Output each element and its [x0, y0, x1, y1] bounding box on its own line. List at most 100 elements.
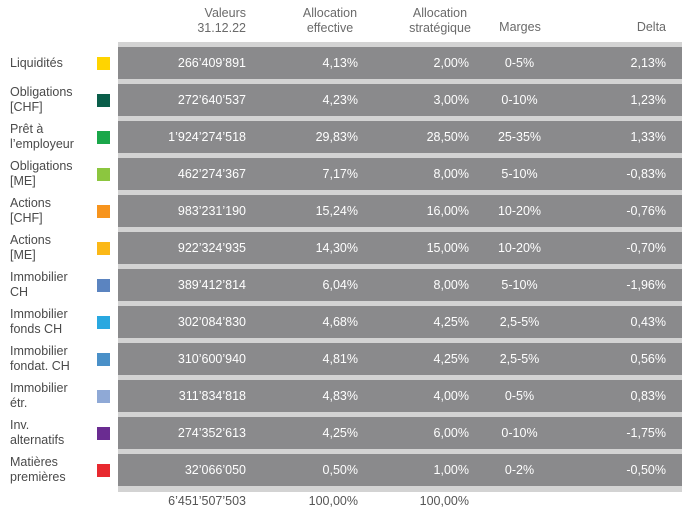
asset-class-label-line: Obligations — [10, 159, 73, 173]
value-cell: 983’231’190 — [177, 204, 246, 218]
value-cell: 310’600’940 — [177, 352, 246, 366]
row-bar — [118, 195, 682, 227]
table-row: Immobilier fondat. CH 310’600’940 4,81% 4,25… — [0, 343, 700, 375]
asset-class-label: Prêt à l’employeur — [10, 121, 100, 153]
margins-cell: 2,5-5% — [499, 352, 540, 366]
strategic-cell: 6,00% — [433, 426, 469, 440]
header-strategic-line1: Allocation — [412, 6, 468, 20]
strategic-cell: 3,00% — [433, 93, 469, 107]
table-row: Actions [ME] 922’324’935 14,30% 15,00% 10-20%… — [0, 232, 700, 264]
effective-cell: 4,81% — [322, 352, 358, 366]
row-bar — [118, 380, 682, 412]
table-row: Liquidités 266’409’891 4,13% 2,00% 0-5% 2,13% — [0, 47, 700, 79]
strategic-cell: 28,50% — [426, 130, 469, 144]
margins-cell: 5-10% — [501, 167, 538, 181]
margins-cell: 10-20% — [497, 204, 542, 218]
asset-class-label: Immobilier fondat. CH — [10, 343, 100, 375]
effective-cell: 7,17% — [322, 167, 358, 181]
asset-class-label-line: l’employeur — [10, 137, 74, 151]
value-cell: 311’834’818 — [178, 389, 246, 403]
header-values-line2: 31.12.22 — [197, 21, 246, 35]
asset-class-label: Immobilier fonds CH — [10, 306, 100, 338]
asset-class-label-line: Inv. — [10, 418, 30, 432]
margins-cell: 25-35% — [497, 130, 542, 144]
table-row: Obligations [CHF] 272’640’537 4,23% 3,00% 0-1… — [0, 84, 700, 116]
row-bar — [118, 232, 682, 264]
strategic-cell: 8,00% — [433, 167, 469, 181]
color-swatch — [97, 242, 110, 255]
value-cell: 302’084’830 — [177, 315, 246, 329]
strategic-cell: 4,25% — [433, 315, 469, 329]
asset-class-label-line: fonds CH — [10, 322, 63, 336]
delta-cell: 2,13% — [630, 56, 666, 70]
asset-class-label-line: Immobilier — [10, 307, 68, 321]
effective-cell: 4,13% — [322, 56, 358, 70]
asset-class-label-line: Actions — [10, 233, 51, 247]
margins-cell: 0-2% — [504, 463, 535, 477]
header-margins: Marges — [499, 20, 541, 34]
asset-class-label-line: [ME] — [10, 248, 36, 262]
effective-cell: 4,68% — [322, 315, 358, 329]
table-row: Immobilier fonds CH 302’084’830 4,68% 4,25% 2… — [0, 306, 700, 338]
strategic-cell: 4,25% — [433, 352, 469, 366]
color-swatch — [97, 94, 110, 107]
asset-class-label: Immobilier étr. — [10, 380, 100, 412]
margins-cell: 2,5-5% — [499, 315, 540, 329]
margins-cell: 0-5% — [504, 56, 535, 70]
asset-class-label-line: Obligations — [10, 85, 73, 99]
row-bar — [118, 454, 682, 486]
row-bar — [118, 269, 682, 301]
table-row: Obligations [ME] 462’274’367 7,17% 8,00% 5-10… — [0, 158, 700, 190]
asset-class-label: Obligations [CHF] — [10, 84, 100, 116]
header-effective-line1: Allocation — [302, 6, 358, 20]
row-bar — [118, 343, 682, 375]
delta-cell: 0,43% — [630, 315, 666, 329]
value-cell: 389’412’814 — [177, 278, 246, 292]
header-strategic-line2: stratégique — [409, 21, 471, 35]
value-cell: 266’409’891 — [177, 56, 246, 70]
color-swatch — [97, 464, 110, 477]
asset-class-label-line: Actions — [10, 196, 51, 210]
delta-cell: -0,76% — [626, 204, 666, 218]
asset-class-label-line: Immobilier — [10, 344, 68, 358]
effective-cell: 14,30% — [315, 241, 358, 255]
asset-class-label-line: Immobilier — [10, 381, 68, 395]
color-swatch — [97, 131, 110, 144]
effective-cell: 4,23% — [322, 93, 358, 107]
table-row: Inv. alternatifs 274’352’613 4,25% 6,00% 0-10… — [0, 417, 700, 449]
table-row: Prêt à l’employeur 1’924’274’518 29,83% 28,5… — [0, 121, 700, 153]
table-row: Immobilier CH 389’412’814 6,04% 8,00% 5-10% -1… — [0, 269, 700, 301]
margins-cell: 5-10% — [501, 278, 538, 292]
row-bar — [118, 306, 682, 338]
strategic-cell: 2,00% — [433, 56, 469, 70]
header-effective: Allocation effective — [280, 6, 380, 36]
strategic-cell: 4,00% — [433, 389, 469, 403]
delta-cell: 0,56% — [630, 352, 666, 366]
asset-class-label-line: étr. — [10, 396, 28, 410]
effective-cell: 4,25% — [322, 426, 358, 440]
color-swatch — [97, 205, 110, 218]
strategic-cell: 16,00% — [426, 204, 469, 218]
asset-class-label: Liquidités — [10, 47, 100, 79]
delta-cell: 0,83% — [630, 389, 666, 403]
table-row: Actions [CHF] 983’231’190 15,24% 16,00% 10-20… — [0, 195, 700, 227]
table-row: Immobilier étr. 311’834’818 4,83% 4,00% 0-5% 0… — [0, 380, 700, 412]
effective-cell: 29,83% — [315, 130, 358, 144]
asset-class-label: Actions [ME] — [10, 232, 100, 264]
color-swatch — [97, 57, 110, 70]
asset-class-label: Obligations [ME] — [10, 158, 100, 190]
margins-cell: 10-20% — [497, 241, 542, 255]
delta-cell: 1,33% — [630, 130, 666, 144]
delta-cell: -1,96% — [626, 278, 666, 292]
header-strategic: Allocation stratégique — [388, 6, 492, 36]
delta-cell: -0,50% — [626, 463, 666, 477]
asset-class-label-line: [ME] — [10, 174, 36, 188]
asset-class-label-line: [CHF] — [10, 100, 43, 114]
color-swatch — [97, 168, 110, 181]
color-swatch — [97, 427, 110, 440]
header-values: Valeurs 31.12.22 — [150, 6, 246, 36]
effective-cell: 6,04% — [322, 278, 358, 292]
value-cell: 922’324’935 — [177, 241, 246, 255]
delta-cell: -1,75% — [626, 426, 666, 440]
asset-class-label: Immobilier CH — [10, 269, 100, 301]
